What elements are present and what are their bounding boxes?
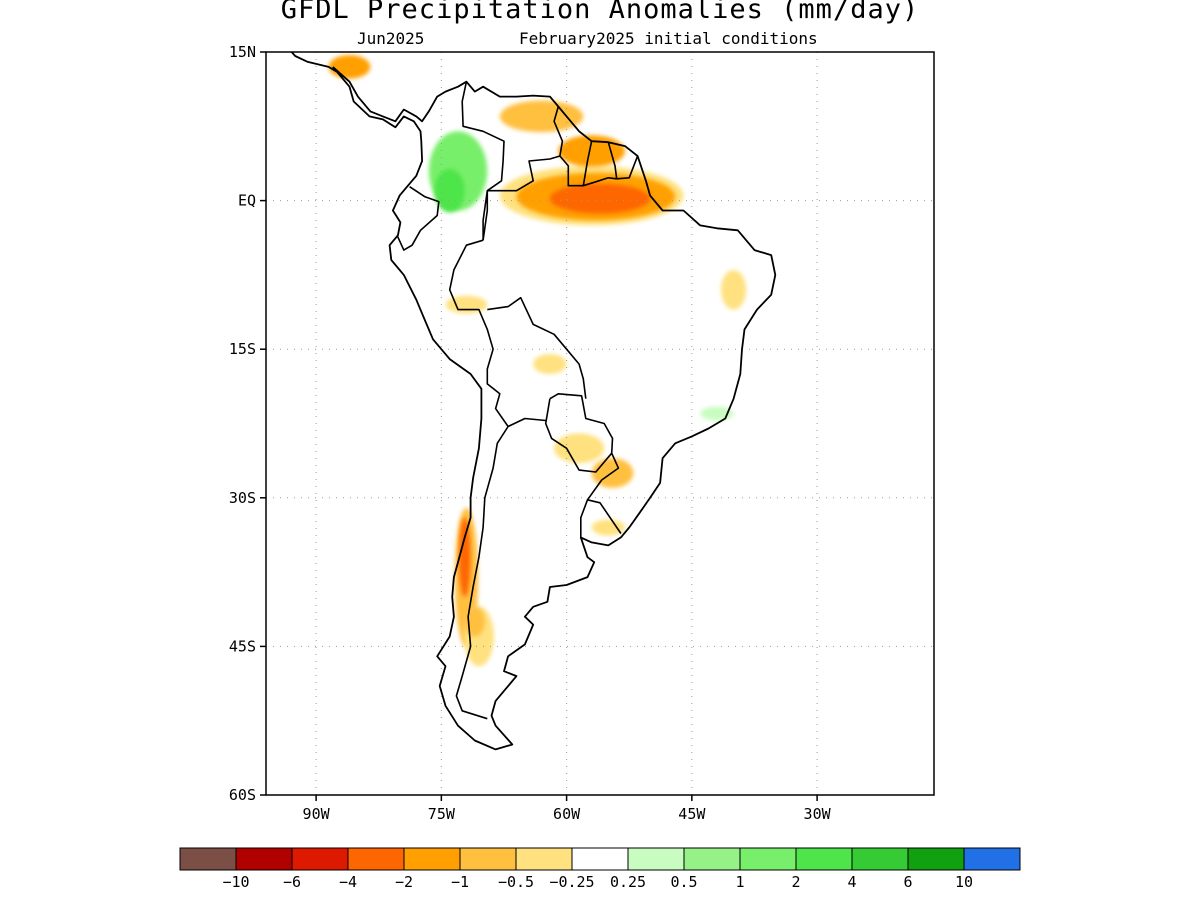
country-border [579, 499, 589, 538]
anomaly-patch-bolivia-dry [533, 354, 567, 374]
legend-label: 10 [955, 873, 973, 891]
lon-tick-label: 75W [428, 805, 456, 823]
country-border [607, 141, 618, 179]
country-border [507, 417, 546, 428]
legend-label: −0.5 [498, 873, 534, 891]
legend-swatch [403, 847, 461, 871]
legend-swatch [963, 847, 1021, 871]
legend-label: 0.5 [670, 873, 697, 891]
initial-conditions-label: February2025 initial conditions [519, 29, 818, 48]
legend-swatch [571, 847, 629, 871]
lon-tick-label: 30W [804, 805, 832, 823]
anomaly-patch-colombia-wet-core [434, 168, 465, 213]
country-border [461, 81, 505, 241]
target-month-label: Jun2025 [357, 29, 425, 48]
legend-label: 4 [847, 873, 856, 891]
legend-label: 1 [735, 873, 744, 891]
country-border [553, 106, 639, 187]
legend-label: −6 [283, 873, 301, 891]
anomaly-patch-central-america-dry [328, 54, 371, 79]
legend-label: −1 [451, 873, 469, 891]
lat-tick-label: 15N [229, 43, 256, 61]
legend-swatch [627, 847, 685, 871]
legend-swatch [907, 847, 965, 871]
anomaly-patch-paraguay-dry [554, 433, 605, 464]
legend-swatch [235, 847, 293, 871]
country-border [582, 141, 593, 186]
anomaly-shading-layer [328, 54, 747, 667]
legend-label: −4 [339, 873, 357, 891]
legend-label: 6 [903, 873, 912, 891]
legend-swatch [515, 847, 573, 871]
map-title: GFDL Precipitation Anomalies (mm/day) [280, 0, 920, 25]
anomaly-patch-chile-andes-core [458, 517, 471, 597]
country-border [487, 296, 587, 399]
lat-tick-label: 30S [229, 489, 256, 507]
legend-swatch [739, 847, 797, 871]
lat-tick-label: EQ [238, 192, 256, 210]
lon-tick-label: 60W [553, 805, 581, 823]
coastline-layer [290, 52, 777, 751]
anomaly-patch-northeast-brazil-dry [721, 269, 747, 310]
legend-label: −2 [395, 873, 413, 891]
anomaly-patch-guiana-dry [558, 135, 626, 167]
lon-tick-label: 45W [678, 805, 706, 823]
lon-tick-label: 90W [303, 805, 331, 823]
legend-swatch [851, 847, 909, 871]
legend-label: 2 [791, 873, 800, 891]
color-legend: −10 −6 −4 −2 −1 −0.5 −0.25 0.25 0.5 1 2 4 6 10 [179, 847, 1021, 891]
legend-label: −10 [222, 873, 249, 891]
legend-swatch [795, 847, 853, 871]
legend-swatch [347, 847, 405, 871]
map-frame [265, 51, 935, 796]
lat-tick-label: 15S [229, 340, 256, 358]
legend-label: 0.25 [610, 873, 646, 891]
gridlines [266, 52, 934, 795]
lat-tick-label: 45S [229, 637, 256, 655]
axis-ticks: 15N EQ 15S 30S 45S 60S 90W 75W 60W 45W 30W [229, 43, 832, 823]
legend-swatch [683, 847, 741, 871]
anomaly-patch-venezuela-dry [499, 100, 584, 133]
legend-swatch [459, 847, 517, 871]
coastline [290, 52, 777, 751]
country-border [396, 186, 440, 251]
legend-swatch [291, 847, 349, 871]
country-border [487, 155, 561, 192]
legend-label: −0.25 [549, 873, 594, 891]
country-border [586, 452, 622, 534]
anomaly-patch-northern-amazon-core [549, 183, 651, 214]
lat-tick-label: 60S [229, 786, 256, 804]
anomaly-patch-uruguay-dry [591, 519, 626, 536]
legend-swatch [179, 847, 237, 871]
anomaly-patch-peru-dry [445, 295, 488, 314]
country-border [482, 190, 489, 241]
